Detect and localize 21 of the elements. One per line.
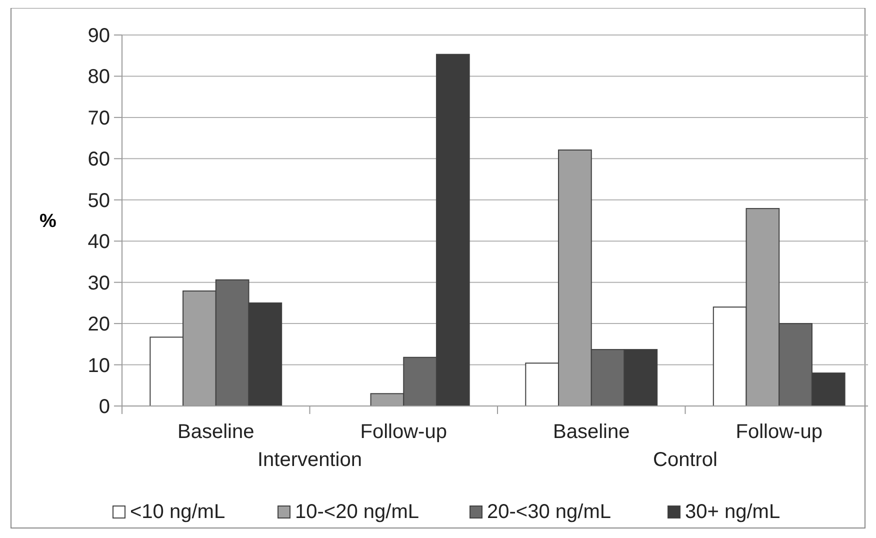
x-tick-label: Baseline [553, 421, 630, 443]
text: Control [653, 449, 718, 471]
legend-label: 10-<20 ng/mL [295, 501, 419, 523]
legend-label: 20-<30 ng/mL [487, 501, 611, 523]
y-tick-label: 50 [88, 190, 110, 212]
y-axis-title: % [40, 211, 57, 232]
y-tick-label: 60 [88, 148, 110, 171]
y-tick-label: 70 [88, 107, 110, 130]
y-tick-label: 40 [88, 231, 110, 254]
y-tick-label: 30 [88, 272, 110, 294]
legend-label: 30+ ng/mL [685, 501, 780, 523]
y-tick-label: 10 [88, 354, 110, 377]
y-tick-label: 80 [88, 66, 110, 88]
y-tick-label: 90 [88, 25, 110, 47]
text: Intervention [257, 449, 362, 471]
legend-label: <10 ng/mL [130, 501, 226, 523]
x-tick-label: Follow-up [736, 421, 822, 443]
x-tick-label: Follow-up [360, 421, 447, 443]
y-tick-label: 20 [88, 314, 110, 336]
x-tick-label: Baseline [178, 421, 254, 443]
y-tick-label: 0 [98, 396, 110, 418]
